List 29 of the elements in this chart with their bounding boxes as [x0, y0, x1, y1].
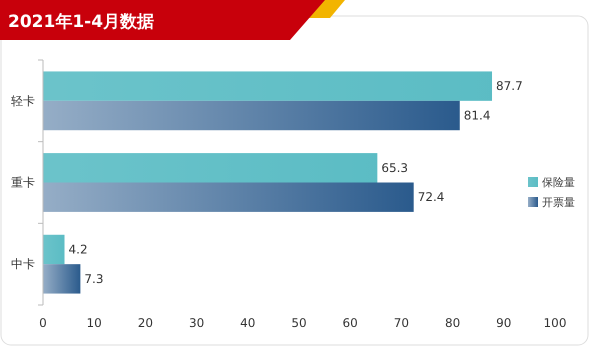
legend-label: 保险量 — [542, 176, 575, 189]
bar — [43, 100, 460, 130]
x-tick-label: 90 — [496, 316, 512, 330]
bar — [43, 264, 80, 294]
data-label: 65.3 — [381, 160, 408, 175]
bar — [43, 153, 378, 182]
y-tick-label: 中卡 — [11, 257, 35, 272]
x-tick-label: 40 — [240, 316, 256, 330]
y-tick-label: 轻卡 — [11, 94, 35, 108]
data-label: 4.2 — [68, 242, 88, 256]
bar — [43, 182, 414, 212]
bar — [43, 234, 65, 264]
x-tick-label: 80 — [444, 316, 460, 330]
x-tick-label: 100 — [544, 316, 566, 330]
legend-label: 开票量 — [542, 196, 575, 209]
data-label: 7.3 — [84, 272, 104, 286]
x-tick-label: 70 — [394, 316, 410, 330]
x-tick-label: 20 — [138, 316, 154, 330]
bar — [43, 71, 492, 101]
x-tick-label: 30 — [188, 316, 204, 330]
data-label: 81.4 — [464, 108, 490, 123]
x-tick-label: 0 — [39, 316, 47, 330]
chart-title: 2021年1-4月数据 — [8, 12, 154, 32]
y-tick-label: 重卡 — [11, 176, 35, 190]
x-tick-label: 10 — [86, 316, 102, 330]
x-tick-label: 60 — [342, 316, 358, 330]
data-label: 87.7 — [496, 79, 523, 94]
x-tick-label: 50 — [291, 316, 307, 330]
data-label: 72.4 — [418, 190, 444, 204]
